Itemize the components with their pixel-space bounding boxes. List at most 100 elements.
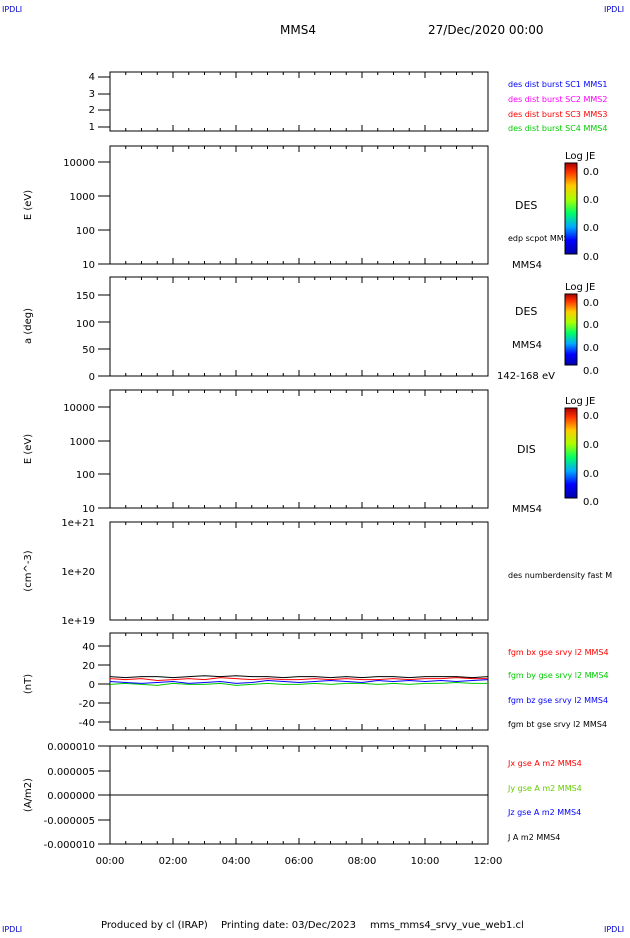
y-tick-label: 4 bbox=[89, 72, 95, 83]
legend-jx: Jx gse A m2 MMS4 bbox=[507, 759, 582, 768]
panel-pitch-angle: a (deg) 150 100 50 0 DES MMS4 142-168 eV… bbox=[23, 276, 599, 383]
species-label: DES bbox=[515, 199, 537, 212]
species-label: DES bbox=[515, 305, 537, 318]
y-tick-label: 40 bbox=[82, 642, 95, 653]
footer-producer: Produced by cl (IRAP) bbox=[101, 920, 208, 931]
colorbar-tick: 0.0 bbox=[583, 252, 599, 263]
colorbar-title: Log JE bbox=[565, 151, 595, 162]
panel-dis-energy-spectrogram: E (eV) 10000 1000 100 10 DIS MMS4 Log JE… bbox=[23, 389, 599, 515]
legend-by: fgm by gse srvy l2 MMS4 bbox=[508, 671, 609, 680]
corner-label-bottom-right: IPDLI bbox=[604, 925, 624, 934]
panel-current-density: (A/m2) 0.000010 0.000005 0.000000 -0.000… bbox=[23, 742, 582, 851]
y-tick-label: 1000 bbox=[70, 437, 95, 448]
series-line-green bbox=[109, 681, 488, 686]
footer-printing-date: Printing date: 03/Dec/2023 bbox=[221, 920, 356, 931]
spacecraft-label: MMS4 bbox=[512, 504, 542, 515]
y-axis-label: E (eV) bbox=[23, 190, 34, 220]
time-ticks bbox=[109, 72, 489, 844]
y-tick-label: 10000 bbox=[63, 158, 95, 169]
y-tick-label: 10000 bbox=[63, 403, 95, 414]
series-line-red bbox=[109, 677, 488, 682]
corner-label-bottom-left: IPDLI bbox=[2, 925, 22, 934]
legend-bx: fgm bx gse srvy l2 MMS4 bbox=[508, 648, 609, 657]
colorbar-tick: 0.0 bbox=[583, 320, 599, 331]
x-tick-label: 00:00 bbox=[96, 856, 125, 867]
colorbar bbox=[564, 407, 578, 499]
legend-jy: Jy gse A m2 MMS4 bbox=[507, 784, 582, 793]
panel-frame bbox=[109, 276, 489, 377]
legend-bz: fgm bz gse srvy l2 MMS4 bbox=[508, 696, 608, 705]
b-field-series bbox=[109, 675, 489, 686]
y-axis-label: E (eV) bbox=[23, 434, 34, 464]
y-tick-label: 100 bbox=[76, 226, 95, 237]
header-spacecraft: MMS4 bbox=[280, 23, 316, 37]
legend-mms3: des dist burst SC3 MMS3 bbox=[508, 110, 607, 119]
panel-burst-intervals: 4 3 2 1 des dist burst SC1 MMS1 des dist… bbox=[89, 71, 607, 133]
panel-frame bbox=[109, 145, 489, 265]
scpot-label: edp scpot MMS4 bbox=[508, 234, 574, 243]
y-tick-label: 10 bbox=[82, 504, 95, 515]
y-tick-label: 1 bbox=[89, 122, 95, 133]
y-tick-label: -0.000010 bbox=[44, 840, 95, 851]
colorbar-tick: 0.0 bbox=[583, 298, 599, 309]
legend-mms1: des dist burst SC1 MMS1 bbox=[508, 80, 607, 89]
x-tick-label: 10:00 bbox=[411, 856, 440, 867]
y-tick-label: 0.000005 bbox=[47, 767, 95, 778]
y-tick-label: 50 bbox=[82, 345, 95, 356]
colorbar-tick: 0.0 bbox=[583, 223, 599, 234]
y-tick-label: 100 bbox=[76, 319, 95, 330]
colorbar-tick: 0.0 bbox=[583, 411, 599, 422]
colorbar-tick: 0.0 bbox=[583, 469, 599, 480]
y-tick-label: 150 bbox=[76, 291, 95, 302]
x-tick-label: 08:00 bbox=[348, 856, 377, 867]
panel-frame bbox=[109, 71, 489, 132]
y-tick-label: -20 bbox=[79, 699, 95, 710]
corner-label-top-left: IPDLI bbox=[2, 5, 22, 14]
panel-number-density: (cm^-3) 1e+21 1e+20 1e+19 des numberdens… bbox=[23, 518, 612, 627]
y-tick-label: 1e+19 bbox=[61, 616, 95, 627]
spacecraft-label: MMS4 bbox=[512, 260, 542, 271]
legend-density: des numberdensity fast M bbox=[508, 571, 612, 580]
colorbar-tick: 0.0 bbox=[583, 195, 599, 206]
y-axis-label: (A/m2) bbox=[23, 778, 34, 812]
colorbar-title: Log JE bbox=[565, 282, 595, 293]
panel-magnetic-field: (nT) 40 20 0 -20 -40 fgm bx gse srvy l2 … bbox=[23, 632, 609, 731]
series-line-black bbox=[109, 675, 489, 679]
y-tick-label: 1e+20 bbox=[61, 567, 95, 578]
panel-des-energy-spectrogram: E (eV) 10000 1000 100 10 DES edp scpot M… bbox=[23, 145, 599, 271]
y-tick-label: -40 bbox=[79, 718, 95, 729]
legend-mms2: des dist burst SC2 MMS2 bbox=[508, 95, 607, 104]
x-axis: 00:00 02:00 04:00 06:00 08:00 10:00 12:0… bbox=[96, 856, 503, 867]
y-tick-label: 1000 bbox=[70, 192, 95, 203]
colorbar bbox=[564, 162, 578, 255]
footer-script-name: mms_mms4_srvy_vue_web1.cl bbox=[370, 920, 524, 931]
panel-frame bbox=[109, 389, 489, 509]
x-tick-label: 12:00 bbox=[474, 856, 503, 867]
y-tick-label: 2 bbox=[89, 105, 95, 116]
header-datetime: 27/Dec/2020 00:00 bbox=[428, 23, 544, 37]
y-tick-label: 0.000010 bbox=[47, 742, 95, 753]
energy-range-label: 142-168 eV bbox=[497, 371, 555, 382]
y-axis-label: (nT) bbox=[23, 674, 34, 694]
colorbar-tick: 0.0 bbox=[583, 167, 599, 178]
y-tick-label: 100 bbox=[76, 470, 95, 481]
y-tick-label: 0 bbox=[89, 680, 95, 691]
y-tick-label: -0.000005 bbox=[44, 816, 95, 827]
species-label: DIS bbox=[517, 443, 536, 456]
y-axis-label: (cm^-3) bbox=[23, 550, 34, 591]
y-tick-label: 3 bbox=[89, 89, 95, 100]
y-tick-label: 1e+21 bbox=[61, 518, 95, 529]
colorbar-tick: 0.0 bbox=[583, 343, 599, 354]
colorbar-tick: 0.0 bbox=[583, 497, 599, 508]
x-tick-label: 04:00 bbox=[222, 856, 251, 867]
legend-bt: fgm bt gse srvy l2 MMS4 bbox=[508, 720, 607, 729]
spacecraft-label: MMS4 bbox=[512, 340, 542, 351]
y-axis-label: a (deg) bbox=[23, 308, 34, 344]
y-tick-label: 0.000000 bbox=[47, 791, 95, 802]
colorbar-tick: 0.0 bbox=[583, 366, 599, 377]
legend-jz: Jz gse A m2 MMS4 bbox=[507, 808, 581, 817]
series-line-blue bbox=[109, 679, 489, 684]
legend-j: J A m2 MMS4 bbox=[507, 833, 560, 842]
colorbar-title: Log JE bbox=[565, 396, 595, 407]
